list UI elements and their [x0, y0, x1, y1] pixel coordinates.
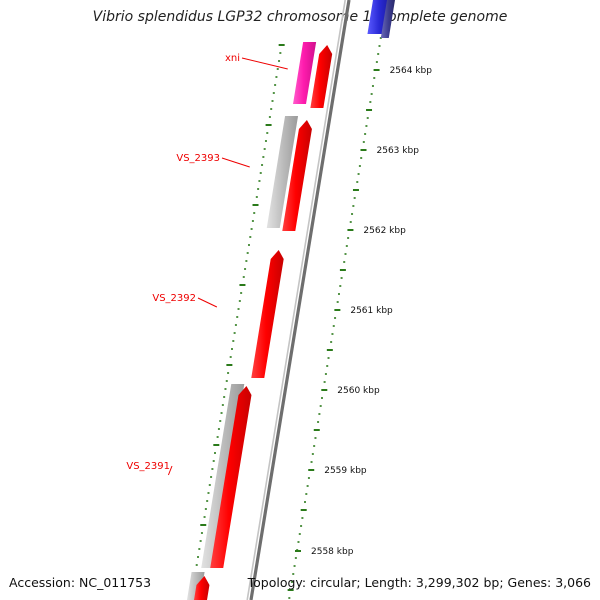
gene-label-leader: [197, 297, 218, 308]
navy-gene-block: [380, 0, 395, 38]
lower-cds-arrow: [194, 576, 210, 600]
scale-tick-label: 2560 kbp: [337, 386, 380, 396]
scale-tick-label: 2564 kbp: [390, 66, 433, 76]
scale-tick: 2558 kbp: [295, 547, 354, 557]
gene-label: VS_2392: [152, 293, 218, 308]
scale-tick-label: 2563 kbp: [377, 146, 420, 156]
gene-label: VS_2391: [126, 461, 173, 476]
vs2391-cds-arrow: [210, 386, 252, 568]
scale-tick: 2560 kbp: [321, 386, 380, 396]
scale-tick-label: 2559 kbp: [324, 466, 367, 476]
scale-tick: 2559 kbp: [308, 466, 367, 476]
accession-label: Accession: NC_011753: [9, 575, 152, 590]
gene-label: xni: [225, 53, 288, 70]
vs2393-gene-feature: [266, 116, 299, 228]
scale-tick-label: 2562 kbp: [363, 226, 406, 236]
xni-trna-feature: [293, 42, 317, 104]
gene-label-leader: [167, 465, 173, 476]
gene-label-leader: [241, 57, 288, 70]
xni-cds-arrow: [310, 45, 333, 108]
scale-tick-label: 2561 kbp: [350, 306, 393, 316]
scale-tick: 2563 kbp: [360, 146, 420, 156]
gene-label-text: VS_2392: [152, 293, 196, 304]
gene-label-text: VS_2391: [126, 461, 170, 472]
scale-tick: 2564 kbp: [373, 66, 433, 76]
backbone-outer-line: [249, 0, 351, 600]
gene-label: VS_2393: [176, 153, 250, 168]
scale-tick: 2561 kbp: [334, 306, 393, 316]
genome-stats: Topology: circular; Length: 3,299,302 bp…: [247, 575, 591, 590]
backbone-inner-line: [246, 0, 346, 600]
map-title: Vibrio splendidus LGP32 chromosome 1, co…: [92, 9, 508, 25]
gene-label-leader: [221, 157, 250, 168]
vs2392-cds-arrow: [251, 250, 284, 378]
scale-tick-label: 2558 kbp: [311, 547, 354, 557]
scale-tick: 2562 kbp: [347, 226, 406, 236]
gene-label-text: xni: [225, 53, 240, 64]
vs2393-cds-arrow: [282, 120, 312, 231]
gene-label-text: VS_2393: [176, 153, 220, 164]
